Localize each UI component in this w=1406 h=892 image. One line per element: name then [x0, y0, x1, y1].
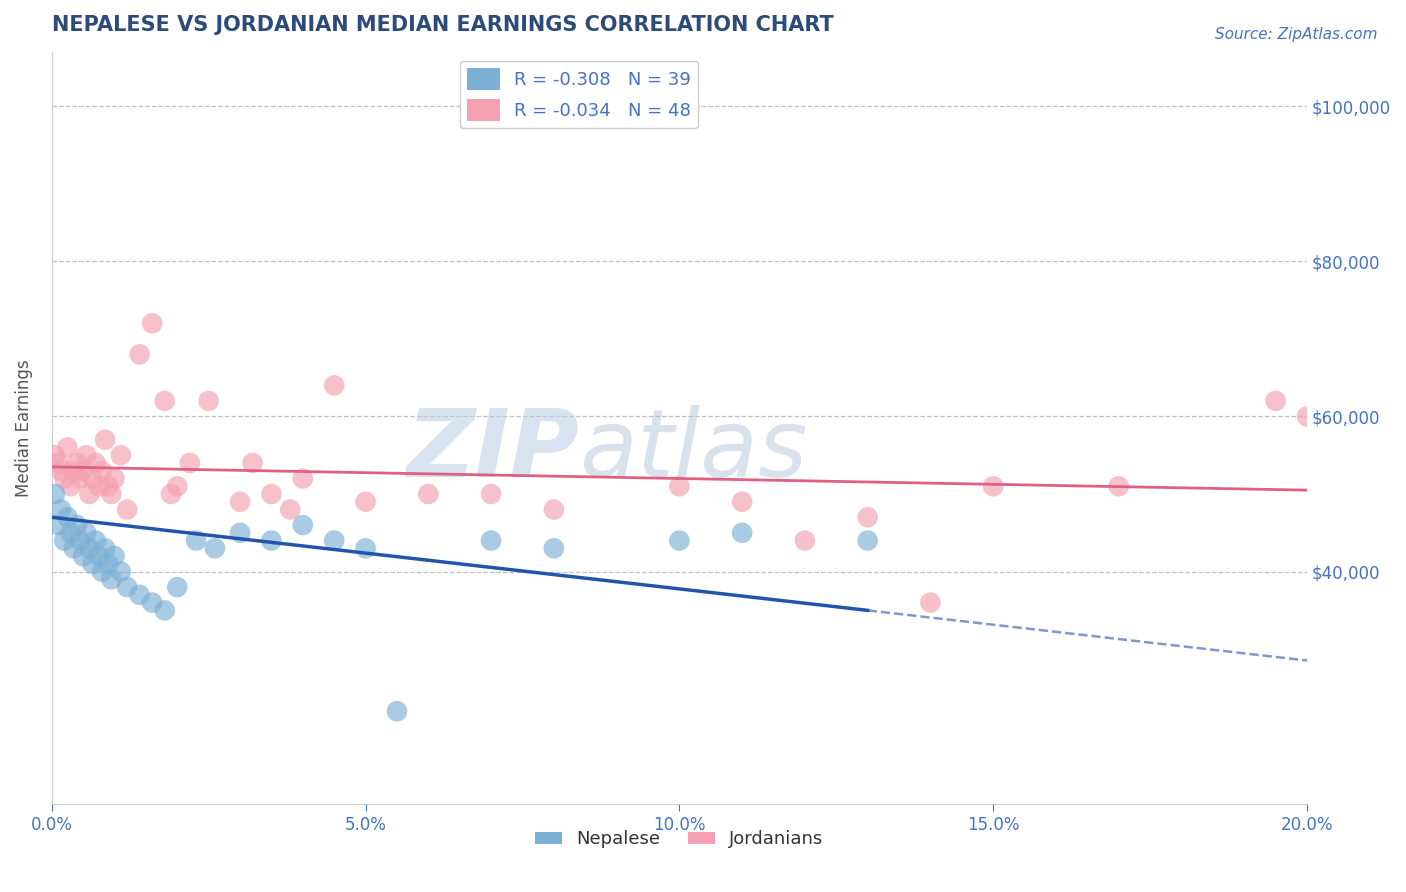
Point: [94, 433, 117, 447]
Point: [115, 580, 138, 594]
Point: [668, 479, 690, 493]
Point: [103, 471, 125, 485]
Point: [46, 456, 69, 470]
Point: [184, 533, 207, 548]
Point: [153, 603, 176, 617]
Point: [323, 533, 346, 548]
Point: [51, 502, 73, 516]
Point: [53, 471, 76, 485]
Point: [44, 487, 66, 501]
Point: [141, 596, 163, 610]
Point: [153, 393, 176, 408]
Y-axis label: Median Earnings: Median Earnings: [15, 359, 32, 497]
Point: [543, 502, 565, 516]
Point: [110, 565, 132, 579]
Point: [1264, 393, 1286, 408]
Point: [278, 502, 301, 516]
Point: [166, 479, 188, 493]
Point: [1108, 479, 1130, 493]
Point: [62, 464, 84, 478]
Point: [260, 533, 283, 548]
Point: [97, 479, 120, 493]
Point: [75, 525, 97, 540]
Point: [141, 316, 163, 330]
Point: [91, 464, 114, 478]
Point: [103, 549, 125, 563]
Point: [128, 347, 150, 361]
Point: [856, 510, 879, 524]
Point: [69, 471, 91, 485]
Point: [66, 518, 89, 533]
Point: [166, 580, 188, 594]
Point: [242, 456, 264, 470]
Point: [110, 448, 132, 462]
Point: [128, 588, 150, 602]
Point: [229, 525, 252, 540]
Point: [87, 549, 110, 563]
Point: [793, 533, 815, 548]
Legend: Nepalese, Jordanians: Nepalese, Jordanians: [529, 823, 831, 855]
Point: [59, 525, 82, 540]
Text: Source: ZipAtlas.com: Source: ZipAtlas.com: [1215, 27, 1378, 42]
Point: [160, 487, 183, 501]
Point: [82, 557, 104, 571]
Point: [51, 464, 73, 478]
Point: [75, 448, 97, 462]
Point: [82, 471, 104, 485]
Text: atlas: atlas: [579, 405, 807, 496]
Point: [668, 533, 690, 548]
Point: [97, 557, 120, 571]
Point: [291, 471, 314, 485]
Point: [91, 565, 114, 579]
Point: [72, 549, 94, 563]
Point: [72, 464, 94, 478]
Point: [291, 518, 314, 533]
Point: [260, 487, 283, 501]
Point: [100, 487, 122, 501]
Text: NEPALESE VS JORDANIAN MEDIAN EARNINGS CORRELATION CHART: NEPALESE VS JORDANIAN MEDIAN EARNINGS CO…: [52, 15, 834, 35]
Point: [115, 502, 138, 516]
Point: [56, 510, 79, 524]
Point: [543, 541, 565, 556]
Point: [44, 448, 66, 462]
Point: [204, 541, 226, 556]
Text: ZIP: ZIP: [406, 405, 579, 497]
Point: [197, 393, 219, 408]
Point: [56, 441, 79, 455]
Point: [84, 456, 107, 470]
Point: [69, 533, 91, 548]
Point: [87, 479, 110, 493]
Point: [79, 541, 101, 556]
Point: [179, 456, 201, 470]
Point: [79, 487, 101, 501]
Point: [100, 572, 122, 586]
Point: [229, 495, 252, 509]
Point: [731, 525, 754, 540]
Point: [920, 596, 942, 610]
Point: [479, 533, 502, 548]
Point: [981, 479, 1004, 493]
Point: [94, 541, 117, 556]
Point: [856, 533, 879, 548]
Point: [84, 533, 107, 548]
Point: [354, 495, 377, 509]
Point: [53, 533, 76, 548]
Point: [731, 495, 754, 509]
Point: [62, 541, 84, 556]
Point: [1296, 409, 1319, 424]
Point: [479, 487, 502, 501]
Point: [418, 487, 440, 501]
Point: [385, 704, 408, 718]
Point: [46, 518, 69, 533]
Point: [66, 456, 89, 470]
Point: [354, 541, 377, 556]
Point: [323, 378, 346, 392]
Point: [59, 479, 82, 493]
